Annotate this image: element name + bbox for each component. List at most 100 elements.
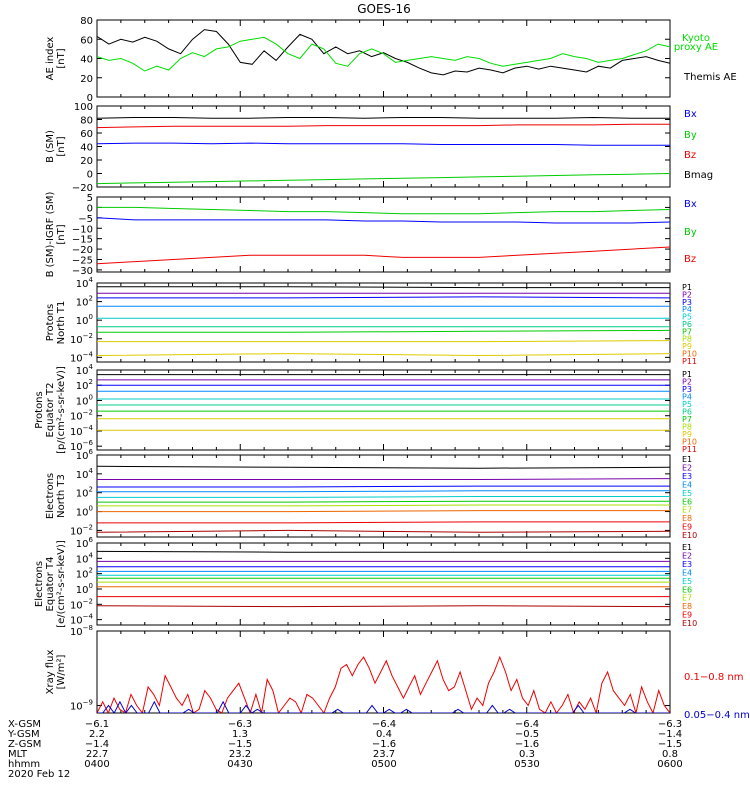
legend-label: P11 [682,357,697,366]
series-group [97,374,670,431]
y-tick-label: 100 [76,393,93,407]
footer-value: −1.4 [658,729,682,740]
legend-label: P2 [682,377,692,386]
y-tick-base: 10 [76,396,89,407]
footer-value: 0530 [514,759,539,770]
y-tick-exponent: 2 [89,295,93,303]
y-tick-exponent: 4 [89,551,94,559]
y-tick-label: 102 [76,295,93,309]
y-tick-label: 100 [76,582,93,596]
footer-value: −6.4 [515,719,539,730]
series-line-e3 [97,485,670,488]
y-tick-exponent: 0 [89,505,93,513]
y-tick-exponent: −9 [83,699,93,707]
y-tick-exponent: −2 [83,409,93,417]
y-axis-label-line: Protons [45,304,56,341]
y-tick-base: 10 [76,381,89,392]
series-line-bmag [97,116,670,119]
y-tick-label: 100 [76,505,93,519]
series-group [97,655,670,713]
legend-label: P6 [682,407,692,416]
footer-row-label: X-GSM [8,719,41,730]
legend-label: P11 [682,445,697,454]
footer-value: −1.4 [85,739,109,750]
series-line-0-05-0-4-nm [97,700,670,713]
y-axis-label-line: B (SM)-IGRF (SM) [45,192,56,278]
panel-b-sm-igrf-sm-: 50−5−10−15−20−25−30B (SM)-IGRF (SM)[nT]B… [45,192,697,278]
series-line-e9 [97,521,670,524]
y-axis-label-line: North T3 [56,474,67,518]
legend-label: Bz [684,254,696,265]
y-axis-label: ElectronsNorth T3 [45,473,67,519]
footer-value: 23.7 [373,749,395,760]
legend-label: E4 [682,480,692,489]
legend-label: E6 [682,585,692,594]
panel-frame [96,630,671,714]
series-line-by [97,206,670,215]
footer-value: 0.4 [376,729,392,740]
y-tick-label: 10−8 [70,624,93,638]
y-tick-label: 10−4 [70,350,94,364]
series-line-e4 [97,490,670,493]
y-tick-label: 100 [76,313,93,327]
legend-label: P1 [682,370,692,379]
legend-label: E4 [682,568,692,577]
footer-value: 0.8 [662,749,678,760]
y-tick-base: 10 [70,427,83,438]
y-axis-label-line: B (SM) [45,130,56,163]
y-tick-label: 0 [87,203,93,214]
y-tick-label: 60 [80,35,93,46]
y-axis-label: B (SM)-IGRF (SM)[nT] [45,192,67,278]
y-tick-label: 10−4 [70,613,94,627]
legend-label: E2 [682,551,692,560]
series-line-e1 [97,550,670,553]
legend-label: P7 [682,415,692,424]
footer-value: −1.6 [515,739,539,750]
footer-value: 0.3 [519,749,535,760]
series-group [97,286,670,357]
footer-value: 0500 [371,759,396,770]
y-tick-exponent: 6 [89,448,94,456]
y-tick-label: 20 [80,74,93,85]
y-tick-base: 10 [76,489,89,500]
footer-value: 0400 [84,759,109,770]
y-tick-label: 10−2 [70,523,93,537]
series-group [97,550,670,608]
legend-label: P5 [682,400,692,409]
legend-label: E9 [682,523,692,532]
series-line-e5 [97,496,670,498]
y-axis-label: ElectronsEquator T4[e/(cm²-s-sr-keV)] [34,540,67,628]
legend-label: 0.05−0.4 nm [684,710,750,721]
y-axis-label: B (SM)[nT] [45,130,67,163]
series-group [97,29,670,76]
y-axis-label-line: North T1 [56,301,67,345]
legend-label: By [684,130,697,141]
y-axis-label-line: Protons [34,391,45,428]
y-tick-exponent: 4 [89,467,94,475]
footer-value: −0.5 [515,729,539,740]
y-tick-exponent: −2 [83,523,93,531]
series-group [97,206,670,265]
y-tick-exponent: 2 [89,486,93,494]
series-line-themis-ae [97,29,670,76]
legend-label: E8 [682,602,692,611]
y-tick-label: 80 [80,116,93,127]
y-tick-label: 10−2 [70,409,93,423]
y-tick-exponent: −4 [83,613,94,621]
panel-frame [96,369,671,451]
legend-label: E10 [682,531,697,540]
legend-label: E6 [682,497,692,506]
legend-label: P7 [682,327,692,336]
y-axis-label-line: [e/(cm²-s-sr-keV)] [56,540,67,628]
legend-label: Bx [684,199,697,210]
legend-label: P4 [682,392,692,401]
legend-label: E10 [682,619,697,628]
series-line-e8 [97,510,670,513]
y-tick-base: 10 [76,585,89,596]
y-tick-label: 10−2 [70,597,93,611]
y-tick-base: 10 [70,442,83,453]
legend-label: E2 [682,463,692,472]
legend-label: E1 [682,543,692,552]
legend-label: By [684,227,697,238]
